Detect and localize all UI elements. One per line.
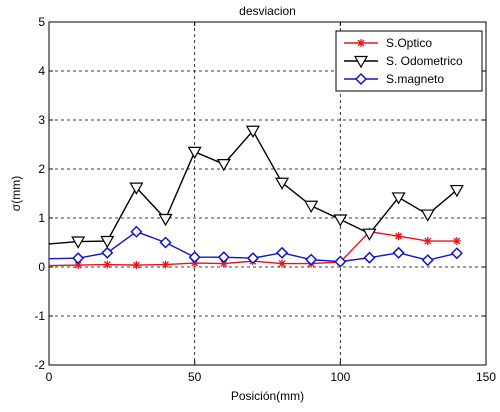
data-point <box>394 232 403 241</box>
legend-label: S.Optico <box>386 36 432 50</box>
asterisk-stroke <box>162 261 169 269</box>
axes-frame <box>48 21 487 366</box>
data-point <box>449 184 464 198</box>
data-point <box>450 247 463 260</box>
data-point <box>357 39 365 47</box>
y-tick-label: 2 <box>38 162 45 176</box>
data-point <box>216 159 231 172</box>
data-point <box>333 214 348 227</box>
x-tick-label: 150 <box>476 370 496 384</box>
data-point <box>71 236 86 249</box>
legend-item: S. Odometrico <box>344 54 463 69</box>
y-tick-label: 1 <box>38 211 45 225</box>
y-tick-label: 4 <box>38 64 45 78</box>
series-3 <box>48 225 463 268</box>
data-point <box>129 182 144 195</box>
y-tick-label: 5 <box>38 15 45 29</box>
data-point <box>72 252 85 265</box>
asterisk-stroke <box>103 261 111 269</box>
data-point <box>334 255 347 268</box>
y-tick-label: -2 <box>34 358 45 372</box>
x-axis-label: Posición(mm) <box>231 389 304 403</box>
series-2 <box>48 125 464 249</box>
data-point <box>188 251 201 264</box>
y-tick-label: 3 <box>38 113 45 127</box>
data-point <box>132 261 141 270</box>
data-point <box>363 251 376 264</box>
data-point <box>304 200 319 213</box>
asterisk-stroke <box>74 261 82 269</box>
data-point <box>391 192 406 205</box>
y-tick-label: -1 <box>34 309 45 323</box>
data-point <box>101 246 114 259</box>
data-point <box>362 228 377 241</box>
asterisk-stroke <box>357 39 365 47</box>
asterisk-stroke <box>278 260 286 268</box>
data-point <box>130 225 143 238</box>
x-tick-label: 50 <box>188 370 202 384</box>
data-point <box>392 246 405 259</box>
data-point <box>353 55 369 69</box>
x-tick-label: 100 <box>330 370 350 384</box>
data-point <box>305 253 318 266</box>
data-point <box>354 72 368 86</box>
data-point <box>276 246 289 259</box>
data-point <box>245 125 260 138</box>
y-tick-label: 0 <box>38 260 45 274</box>
data-point <box>161 260 170 269</box>
asterisk-stroke <box>424 237 432 245</box>
data-point <box>217 251 230 264</box>
data-point <box>246 252 259 265</box>
legend-label: S. Odometrico <box>386 54 463 68</box>
x-tick-label: 0 <box>46 370 53 384</box>
data-point <box>278 259 287 268</box>
data-point <box>420 209 435 222</box>
data-point <box>452 237 461 246</box>
chart-title: desviacion <box>239 4 296 18</box>
legend-item: S.Optico <box>344 36 432 50</box>
asterisk-stroke <box>220 260 228 268</box>
legend: S.Optico S. Odometrico S.magneto <box>335 30 483 92</box>
data-point <box>100 235 115 249</box>
asterisk-stroke <box>395 232 403 240</box>
data-point <box>158 213 173 227</box>
data-point <box>187 146 202 160</box>
asterisk-stroke <box>132 261 140 269</box>
data-point <box>103 260 112 269</box>
data-point <box>423 237 432 246</box>
y-axis-label: σ(mm) <box>9 176 23 211</box>
data-point <box>159 236 172 249</box>
data-point <box>421 254 434 267</box>
legend-label: S.magneto <box>386 72 444 86</box>
asterisk-stroke <box>453 237 461 245</box>
legend-item: S.magneto <box>344 72 444 86</box>
data-point <box>275 177 290 190</box>
